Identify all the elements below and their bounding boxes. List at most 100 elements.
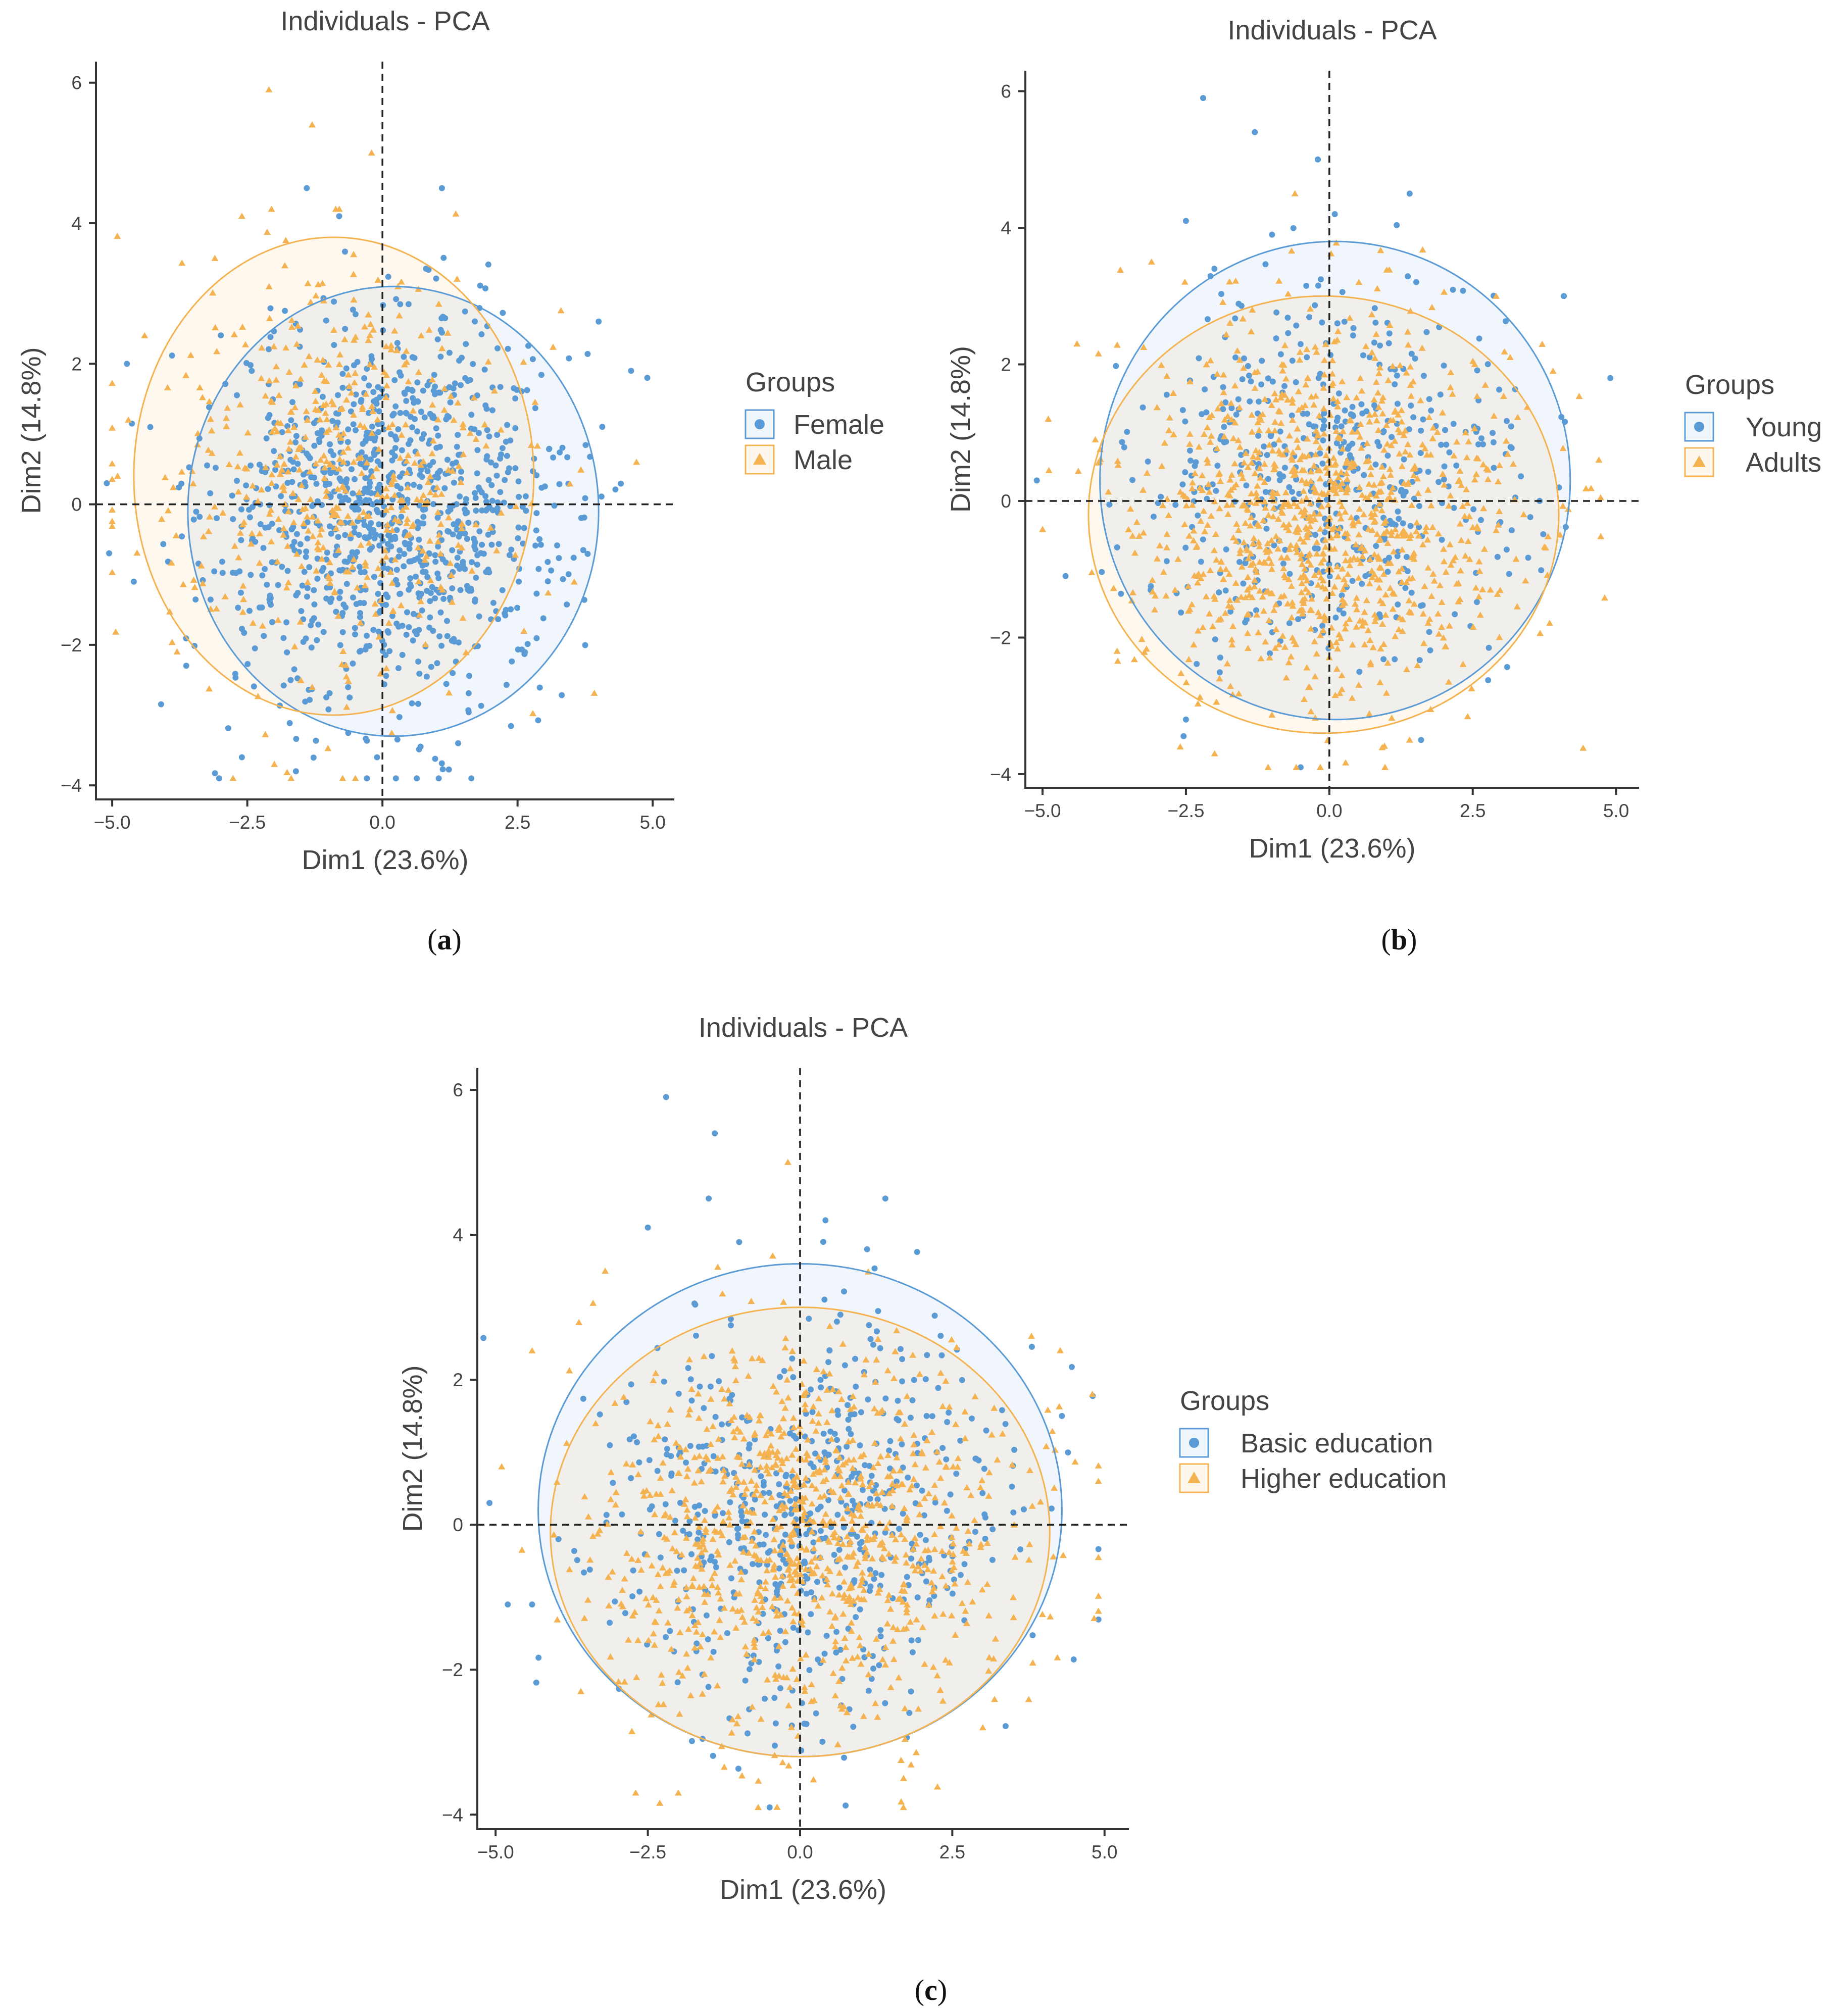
data-point <box>294 461 301 467</box>
data-point <box>846 1585 853 1591</box>
data-point <box>1500 392 1507 399</box>
data-point <box>823 1576 830 1582</box>
data-point <box>826 1347 833 1353</box>
data-point <box>503 682 510 688</box>
data-point <box>369 356 375 362</box>
data-point <box>537 541 544 548</box>
data-point <box>768 1464 776 1471</box>
data-point <box>1285 576 1293 582</box>
data-point <box>178 480 185 487</box>
legend-label: Young <box>1746 412 1822 442</box>
data-point <box>751 1636 758 1643</box>
data-point <box>1484 476 1492 482</box>
data-point <box>777 1594 784 1601</box>
data-point <box>1244 586 1251 593</box>
data-point <box>880 1555 887 1561</box>
data-point <box>280 682 287 689</box>
data-point <box>259 622 266 629</box>
data-point <box>688 1385 696 1392</box>
data-point <box>817 1553 824 1560</box>
data-point <box>1253 607 1259 614</box>
data-point <box>1314 581 1322 588</box>
data-point <box>1373 543 1379 549</box>
data-point <box>364 632 370 639</box>
data-point <box>1447 492 1454 498</box>
data-point <box>685 1411 692 1418</box>
data-point <box>746 1461 753 1468</box>
data-point <box>801 1688 809 1694</box>
data-point <box>186 464 192 471</box>
data-point <box>848 1431 854 1437</box>
data-point <box>654 1571 662 1577</box>
data-point <box>892 1536 900 1542</box>
data-point <box>449 461 456 467</box>
data-point <box>362 390 370 397</box>
data-point <box>916 1500 923 1507</box>
data-point <box>732 1590 740 1597</box>
data-point <box>1469 623 1477 630</box>
data-point <box>565 571 572 577</box>
data-point <box>637 1528 645 1535</box>
data-point <box>1356 617 1364 624</box>
data-point <box>1333 563 1341 570</box>
data-point <box>314 498 321 505</box>
data-point <box>331 298 337 305</box>
data-point <box>433 484 441 490</box>
data-point <box>1413 519 1420 526</box>
data-point <box>1070 1656 1077 1662</box>
data-point <box>344 439 351 445</box>
data-point <box>1371 355 1379 361</box>
data-point <box>905 1474 911 1481</box>
data-point <box>1185 656 1193 663</box>
data-point <box>1212 530 1220 537</box>
data-point <box>336 475 343 482</box>
data-point <box>1220 433 1228 439</box>
x-tick-label: 5.0 <box>639 812 665 833</box>
data-point <box>766 1556 773 1563</box>
data-point <box>269 398 276 405</box>
data-point <box>1428 407 1434 414</box>
data-point <box>1306 314 1312 320</box>
data-point <box>304 578 312 585</box>
data-point <box>1458 482 1465 488</box>
data-point <box>875 1308 881 1315</box>
data-point <box>504 422 511 428</box>
data-point <box>1114 658 1121 664</box>
data-point <box>518 1546 526 1553</box>
data-point <box>1256 465 1263 471</box>
data-point <box>688 1611 696 1619</box>
data-point <box>1424 536 1431 543</box>
data-point <box>622 1610 628 1617</box>
data-point <box>206 513 213 520</box>
data-point <box>190 516 197 523</box>
data-point <box>1353 623 1360 630</box>
data-point <box>1289 449 1297 456</box>
data-point <box>428 664 434 670</box>
data-point <box>1320 371 1328 378</box>
data-point <box>1338 503 1346 510</box>
data-point <box>505 469 511 476</box>
data-point <box>1355 518 1362 524</box>
data-point <box>437 443 443 450</box>
data-point <box>282 237 289 243</box>
data-point <box>508 606 514 613</box>
x-tick-label: −2.5 <box>1167 800 1204 821</box>
data-point <box>1297 555 1305 562</box>
data-point <box>1228 641 1236 648</box>
data-point <box>1377 342 1383 349</box>
data-point <box>302 698 309 705</box>
data-point <box>766 1490 772 1496</box>
data-point <box>802 1560 808 1567</box>
data-point <box>196 514 203 520</box>
data-point <box>367 321 374 327</box>
data-point <box>375 421 381 427</box>
data-point <box>285 445 292 452</box>
data-point <box>692 1301 699 1308</box>
data-point <box>183 663 189 669</box>
data-point <box>164 507 172 514</box>
data-point <box>326 460 334 467</box>
data-point <box>939 1445 946 1451</box>
data-point <box>443 416 450 423</box>
data-point <box>223 415 230 421</box>
data-point <box>839 1610 847 1617</box>
